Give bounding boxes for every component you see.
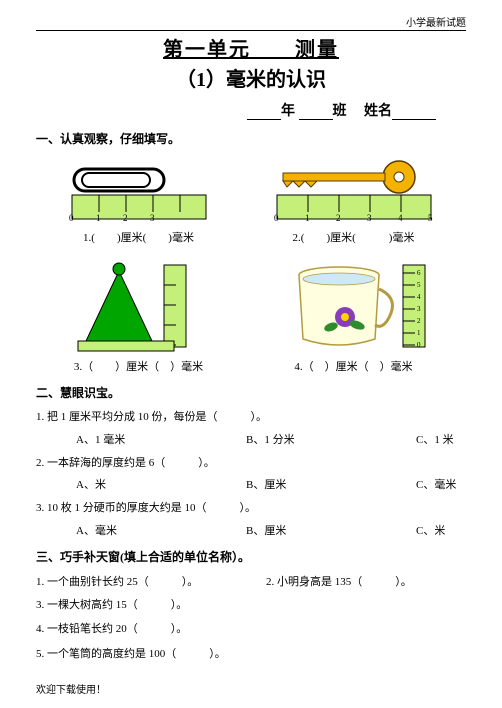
q2-1-options: A、1 毫米 B、1 分米 C、1 米: [36, 431, 466, 447]
svg-text:2: 2: [123, 213, 128, 223]
svg-text:6: 6: [417, 269, 421, 277]
svg-text:4: 4: [398, 213, 403, 223]
figure-key: 0 1 2 3 4 5 2.( )厘米( )毫米: [269, 155, 439, 245]
caption-3: 3.（ ）厘米（ ）毫米: [64, 358, 214, 374]
q3-1a: 1. 一个曲别针长约 25（ ）。: [36, 573, 266, 589]
svg-text:0: 0: [69, 213, 74, 223]
svg-text:5: 5: [428, 213, 433, 223]
section3-heading: 三、巧手补天窗(填上合适的单位名称）。: [36, 548, 466, 565]
name-line: 年 班 姓名: [36, 100, 466, 120]
q3-3: 4. 一枝铅笔长约 20（ ）。: [36, 621, 466, 638]
svg-text:3: 3: [150, 213, 155, 223]
subtitle: （1）毫米的认识: [36, 63, 466, 92]
figure-clip: 0 1 2 3 1.( )厘米( )毫米: [64, 155, 214, 245]
svg-text:1: 1: [417, 329, 421, 337]
footer: 欢迎下载使用！: [36, 681, 106, 696]
svg-text:3: 3: [367, 213, 372, 223]
q3-4: 5. 一个笔筒的高度约是 100（ ）。: [36, 646, 466, 663]
q2-2: 2. 一本辞海的厚度约是 6（ ）。: [36, 455, 466, 472]
svg-text:5: 5: [417, 281, 421, 289]
figure-cone: 3.（ ）厘米（ ）毫米: [64, 259, 214, 374]
q2-2-options: A、米 B、厘米 C、毫米: [36, 476, 466, 492]
q2-1: 1. 把 1 厘米平均分成 10 份，每份是（ ）。: [36, 409, 466, 426]
svg-text:2: 2: [336, 213, 341, 223]
svg-text:0: 0: [274, 213, 279, 223]
svg-text:2: 2: [417, 317, 421, 325]
svg-text:3: 3: [417, 305, 421, 313]
q3-2: 3. 一棵大树高约 15（ ）。: [36, 597, 466, 614]
caption-4: 4.（ ）厘米（ ）毫米: [269, 358, 439, 374]
q2-3: 3. 10 枚 1 分硬币的厚度大约是 10（ ）。: [36, 500, 466, 517]
svg-text:1: 1: [305, 213, 310, 223]
title: 第一单元 测量: [36, 33, 466, 62]
header-topright: 小学最新试题: [36, 14, 466, 31]
caption-2: 2.( )厘米( )毫米: [269, 229, 439, 245]
caption-1: 1.( )厘米( )毫米: [64, 229, 214, 245]
section1-heading: 一、认真观察，仔细填写。: [36, 130, 466, 147]
svg-text:0: 0: [417, 341, 421, 349]
figure-cup: 6 5 4 3 2 1 0 4.（ ）厘米（ ）毫米: [269, 259, 439, 374]
svg-text:1: 1: [96, 213, 101, 223]
q2-3-options: A、毫米 B、厘米 C、米: [36, 522, 466, 538]
section2-heading: 二、慧眼识宝。: [36, 384, 466, 401]
q3-1b: 2. 小明身高是 135（ ）。: [266, 573, 412, 589]
svg-text:4: 4: [417, 293, 421, 301]
